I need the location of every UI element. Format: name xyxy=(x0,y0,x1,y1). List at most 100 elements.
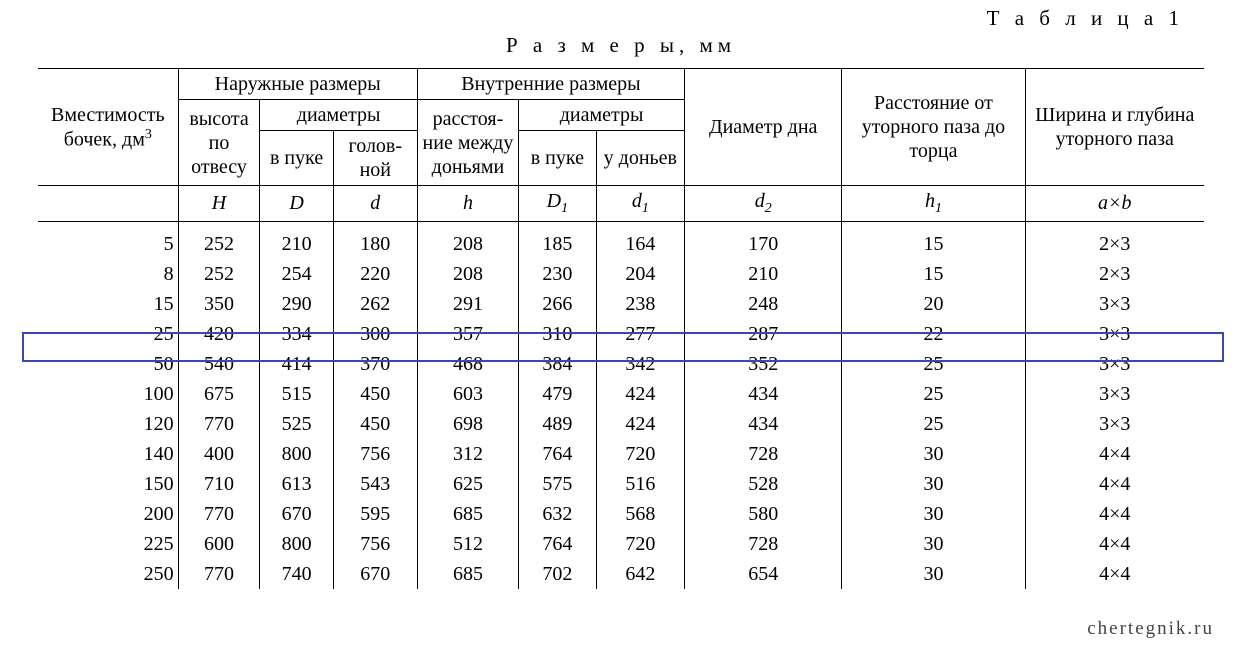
cell-H: 770 xyxy=(178,409,260,439)
cell-ab: 4×4 xyxy=(1025,469,1204,499)
cell-v: 140 xyxy=(38,439,178,469)
cell-H: 675 xyxy=(178,379,260,409)
cell-d1: 720 xyxy=(596,529,684,559)
cell-D: 800 xyxy=(260,439,333,469)
sym-D: D xyxy=(260,186,333,222)
cell-D: 613 xyxy=(260,469,333,499)
hdr-head: голов- ной xyxy=(333,131,417,186)
cell-d: 450 xyxy=(333,409,417,439)
cell-d2: 728 xyxy=(685,439,842,469)
cell-d2: 287 xyxy=(685,319,842,349)
cell-D: 525 xyxy=(260,409,333,439)
cell-d: 300 xyxy=(333,319,417,349)
cell-d: 543 xyxy=(333,469,417,499)
cell-D1: 266 xyxy=(519,289,597,319)
cell-h: 625 xyxy=(417,469,518,499)
cell-h1: 30 xyxy=(842,439,1025,469)
cell-d2: 170 xyxy=(685,221,842,259)
hdr-between-ends: расстоя- ние между доньями xyxy=(417,100,518,186)
cell-D1: 764 xyxy=(519,529,597,559)
table-row: 15350290262291266238248203×3 xyxy=(38,289,1204,319)
cell-h1: 30 xyxy=(842,529,1025,559)
hdr-groove-wh: Ширина и глубина уторного паза xyxy=(1025,69,1204,186)
cell-d1: 204 xyxy=(596,259,684,289)
table-row: 225600800756512764720728304×4 xyxy=(38,529,1204,559)
cell-d2: 728 xyxy=(685,529,842,559)
cell-h: 685 xyxy=(417,499,518,529)
cell-d1: 424 xyxy=(596,379,684,409)
sym-blank xyxy=(38,186,178,222)
cell-h1: 15 xyxy=(842,221,1025,259)
cell-H: 540 xyxy=(178,349,260,379)
cell-h: 685 xyxy=(417,559,518,589)
cell-D1: 575 xyxy=(519,469,597,499)
cell-ab: 3×3 xyxy=(1025,379,1204,409)
cell-d1: 568 xyxy=(596,499,684,529)
table-row: 120770525450698489424434253×3 xyxy=(38,409,1204,439)
hdr-diameters-outer: диаметры xyxy=(260,100,417,131)
cell-h1: 25 xyxy=(842,349,1025,379)
cell-v: 25 xyxy=(38,319,178,349)
cell-d1: 277 xyxy=(596,319,684,349)
cell-ab: 3×3 xyxy=(1025,409,1204,439)
cell-h1: 15 xyxy=(842,259,1025,289)
cell-D: 334 xyxy=(260,319,333,349)
sym-D1: D1 xyxy=(519,186,597,222)
cell-h1: 30 xyxy=(842,469,1025,499)
cell-ab: 4×4 xyxy=(1025,499,1204,529)
cell-v: 5 xyxy=(38,221,178,259)
cell-ab: 4×4 xyxy=(1025,529,1204,559)
cell-ab: 2×3 xyxy=(1025,259,1204,289)
cell-d: 756 xyxy=(333,439,417,469)
cell-d1: 424 xyxy=(596,409,684,439)
cell-D1: 764 xyxy=(519,439,597,469)
cell-d: 370 xyxy=(333,349,417,379)
hdr-outer: Наружные размеры xyxy=(178,69,417,100)
cell-D1: 489 xyxy=(519,409,597,439)
cell-d: 220 xyxy=(333,259,417,289)
cell-d1: 238 xyxy=(596,289,684,319)
cell-h1: 30 xyxy=(842,499,1025,529)
cell-D: 670 xyxy=(260,499,333,529)
cell-D1: 310 xyxy=(519,319,597,349)
cell-D1: 384 xyxy=(519,349,597,379)
sym-H: H xyxy=(178,186,260,222)
sym-d2: d2 xyxy=(685,186,842,222)
cell-v: 100 xyxy=(38,379,178,409)
cell-D: 210 xyxy=(260,221,333,259)
cell-d2: 528 xyxy=(685,469,842,499)
table-row: 140400800756312764720728304×4 xyxy=(38,439,1204,469)
dimensions-table: Вместимость бочек, дм3 Наружные размеры … xyxy=(38,68,1204,589)
cell-v: 250 xyxy=(38,559,178,589)
table-row: 5252210180208185164170152×3 xyxy=(38,221,1204,259)
cell-H: 710 xyxy=(178,469,260,499)
cell-h: 512 xyxy=(417,529,518,559)
hdr-inner: Внутренние размеры xyxy=(417,69,684,100)
hdr-at-ends: у доньев xyxy=(596,131,684,186)
table-row: 100675515450603479424434253×3 xyxy=(38,379,1204,409)
cell-d2: 654 xyxy=(685,559,842,589)
cell-v: 150 xyxy=(38,469,178,499)
cell-d: 450 xyxy=(333,379,417,409)
cell-h1: 20 xyxy=(842,289,1025,319)
cell-d: 262 xyxy=(333,289,417,319)
cell-d: 670 xyxy=(333,559,417,589)
table-row: 25420334300357310277287223×3 xyxy=(38,319,1204,349)
hdr-height-plumb: высота по отвесу xyxy=(178,100,260,186)
cell-D: 515 xyxy=(260,379,333,409)
cell-h1: 25 xyxy=(842,379,1025,409)
cell-D: 254 xyxy=(260,259,333,289)
cell-v: 50 xyxy=(38,349,178,379)
cell-d1: 720 xyxy=(596,439,684,469)
cell-h: 603 xyxy=(417,379,518,409)
cell-ab: 4×4 xyxy=(1025,559,1204,589)
cell-h: 357 xyxy=(417,319,518,349)
cell-H: 252 xyxy=(178,221,260,259)
sym-d: d xyxy=(333,186,417,222)
cell-D1: 702 xyxy=(519,559,597,589)
cell-ab: 3×3 xyxy=(1025,349,1204,379)
cell-d2: 434 xyxy=(685,379,842,409)
cell-H: 770 xyxy=(178,499,260,529)
table-row: 250770740670685702642654304×4 xyxy=(38,559,1204,589)
hdr-capacity: Вместимость бочек, дм3 xyxy=(38,69,178,186)
